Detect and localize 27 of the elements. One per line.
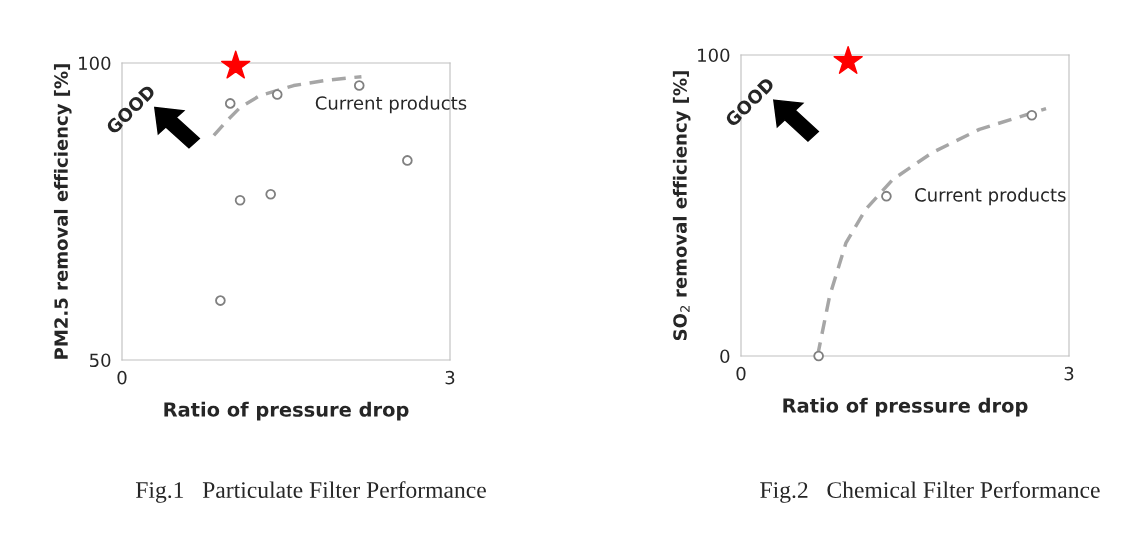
point <box>265 188 276 200</box>
x-axis-title: Ratio of pressure drop <box>164 401 409 421</box>
y-axis-title: SO$_{2}$ removal efficiency [%] <box>672 71 691 341</box>
x-axis-title: Ratio of pressure drop <box>783 397 1028 417</box>
point <box>353 80 365 91</box>
annotation: Current products <box>315 95 467 114</box>
x-tick-label: 3 <box>1064 366 1074 381</box>
caption: Fig.1 Particulate Filter Performance <box>135 481 486 503</box>
y-axis-title: PM2.5 removal efficiency [%] <box>53 64 72 359</box>
y-tick-label: 100 <box>698 48 730 63</box>
point <box>813 350 824 362</box>
x-tick-label: 0 <box>736 366 746 381</box>
point <box>271 89 283 100</box>
y-tick-label: 50 <box>90 353 111 368</box>
point <box>833 45 863 74</box>
y-tick-label: 100 <box>79 56 111 71</box>
annotation: Current products <box>915 187 1066 206</box>
point <box>234 194 246 206</box>
caption: Fig.2 Chemical Filter Performance <box>760 481 1100 503</box>
x-tick-label: 0 <box>117 370 127 385</box>
point <box>1026 109 1038 121</box>
point <box>402 155 413 166</box>
point <box>881 190 892 202</box>
point <box>221 50 251 79</box>
point <box>224 98 236 109</box>
x-tick-label: 3 <box>445 370 455 385</box>
point <box>215 295 226 306</box>
